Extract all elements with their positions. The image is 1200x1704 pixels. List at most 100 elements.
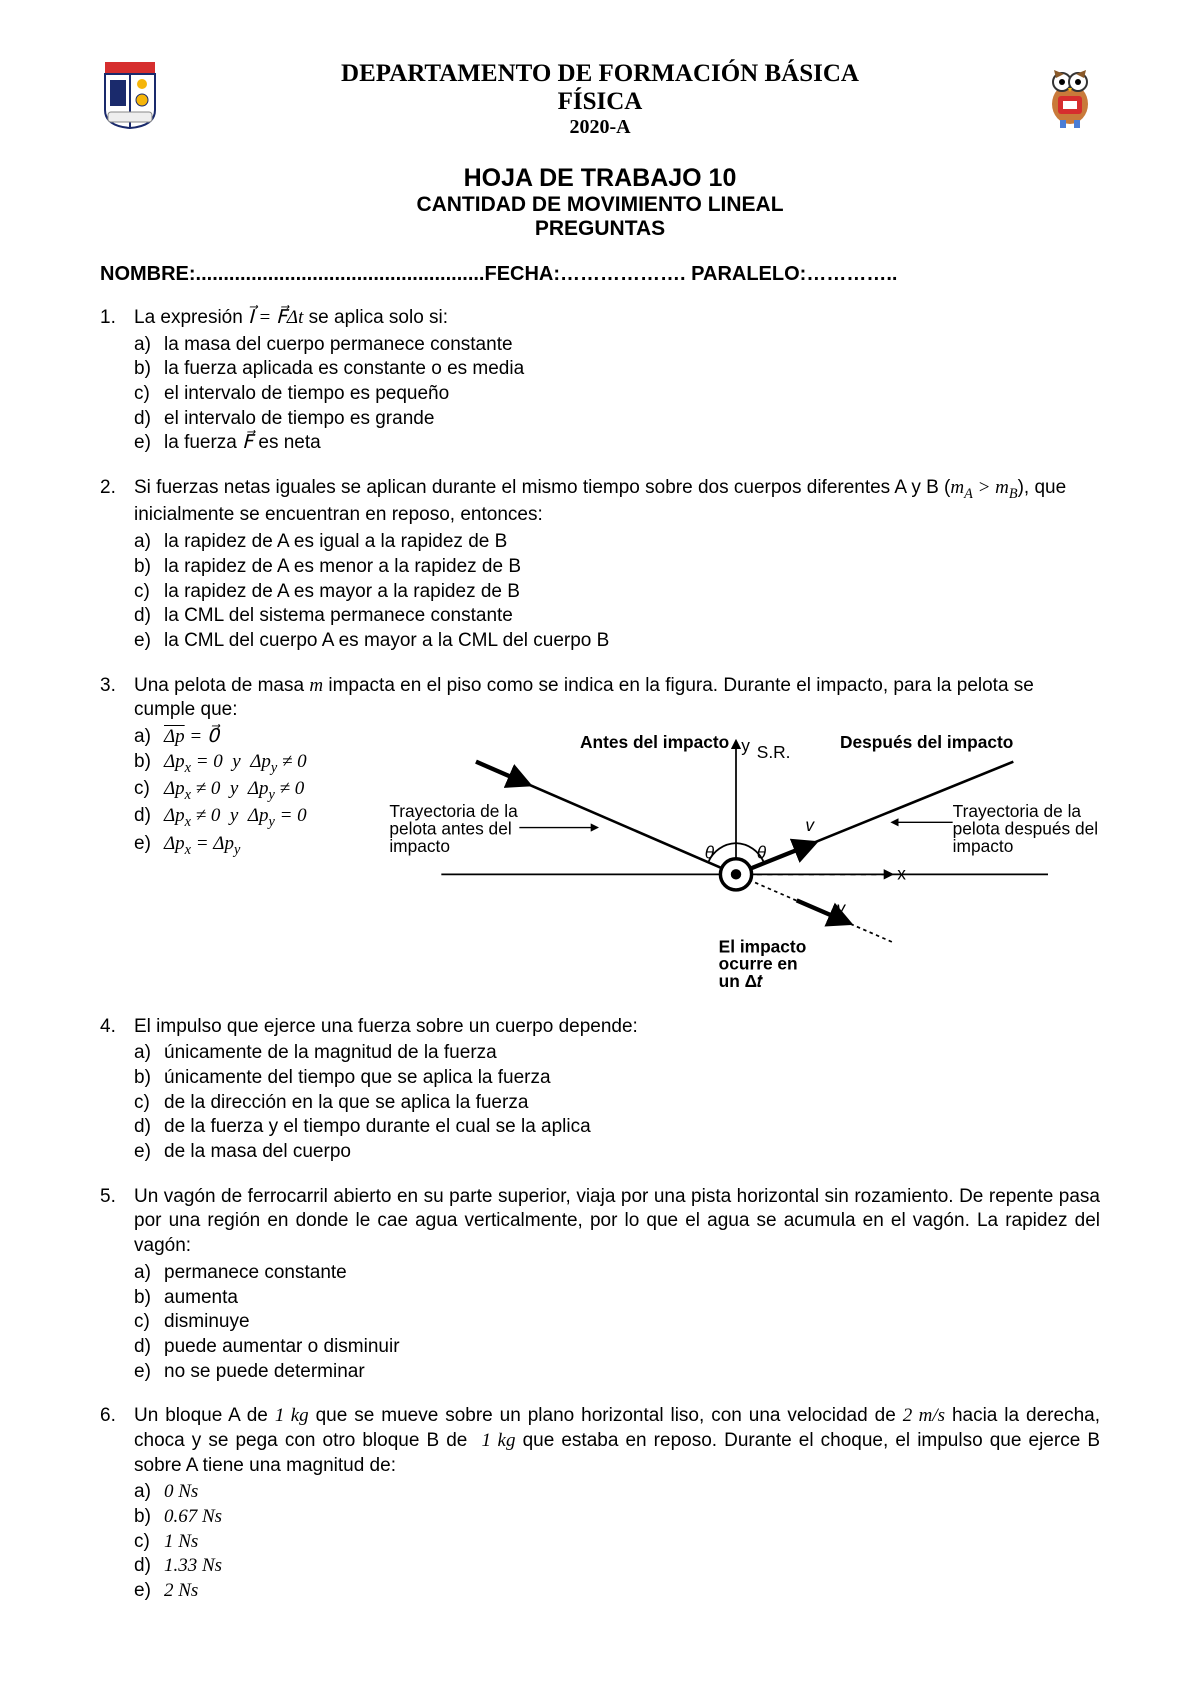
worksheet-title-block: HOJA DE TRABAJO 10 CANTIDAD DE MOVIMIENT… <box>100 164 1100 241</box>
question-number: 1. <box>100 306 134 456</box>
option-letter: e) <box>134 832 164 859</box>
option-text: aumenta <box>164 1286 238 1311</box>
questions-list: 1. La expresión I⃗ = F⃗Δt se aplica solo… <box>100 306 1100 1604</box>
question-5: 5. Un vagón de ferrocarril abierto en su… <box>100 1185 1100 1385</box>
before-label: Antes del impacto <box>580 732 729 752</box>
option-letter: d) <box>134 1335 164 1360</box>
option-letter: c) <box>134 777 164 804</box>
option-letter: b) <box>134 750 164 777</box>
option-letter: e) <box>134 431 164 456</box>
worksheet-subtitle: CANTIDAD DE MOVIMIENTO LINEAL <box>100 193 1100 217</box>
option-text: la CML del cuerpo A es mayor a la CML de… <box>164 629 609 654</box>
question-stem: Un bloque A de 1 kg que se mueve sobre u… <box>134 1404 1100 1478</box>
option-text: 1 Ns <box>164 1530 198 1555</box>
question-4: 4. El impulso que ejerce una fuerza sobr… <box>100 1015 1100 1165</box>
option-letter: e) <box>134 1579 164 1604</box>
option-letter: b) <box>134 1286 164 1311</box>
option-text: el intervalo de tiempo es grande <box>164 407 434 432</box>
question-stem: El impulso que ejerce una fuerza sobre u… <box>134 1015 1100 1040</box>
term-title: 2020-A <box>160 116 1040 139</box>
option-letter: e) <box>134 1140 164 1165</box>
option-text: únicamente del tiempo que se aplica la f… <box>164 1066 551 1091</box>
option-text: únicamente de la magnitud de la fuerza <box>164 1041 497 1066</box>
option-letter: a) <box>134 530 164 555</box>
option-letter: a) <box>134 1480 164 1505</box>
option-text: la fuerza F⃗ es neta <box>164 431 321 456</box>
name-date-row: NOMBRE:.................................… <box>100 263 1100 286</box>
impact-note: El impacto ocurre en un Δ𝑡 <box>719 936 811 987</box>
traj-after-label: Trayectoria de la pelota después del imp… <box>953 801 1100 856</box>
option-text: de la masa del cuerpo <box>164 1140 351 1165</box>
option-letter: d) <box>134 804 164 831</box>
impact-figure: y x S.R. <box>372 723 1100 995</box>
option-letter: b) <box>134 1066 164 1091</box>
question-number: 2. <box>100 476 134 653</box>
question-stem: Un vagón de ferrocarril abierto en su pa… <box>134 1185 1100 1259</box>
worksheet-section: PREGUNTAS <box>100 217 1100 241</box>
option-text: Δpx = Δpy <box>164 832 240 859</box>
subject-title: FÍSICA <box>160 88 1040 116</box>
option-text: la CML del sistema permanece constante <box>164 604 513 629</box>
theta-right: θ <box>757 843 767 863</box>
option-text: Δpx ≠ 0 y Δpy = 0 <box>164 804 307 831</box>
department-title: DEPARTAMENTO DE FORMACIÓN BÁSICA <box>160 60 1040 88</box>
question-stem: Una pelota de masa m impacta en el piso … <box>134 674 1100 723</box>
sr-label: S.R. <box>757 742 791 762</box>
option-text: 2 Ns <box>164 1579 198 1604</box>
traj-before-label: Trayectoria de la pelota antes del impac… <box>389 801 522 856</box>
option-text: de la fuerza y el tiempo durante el cual… <box>164 1115 591 1140</box>
option-letter: a) <box>134 1041 164 1066</box>
option-text: 0 Ns <box>164 1480 198 1505</box>
option-text: permanece constante <box>164 1261 347 1286</box>
option-letter: a) <box>134 1261 164 1286</box>
logo-left-icon <box>100 60 160 130</box>
after-label: Después del impacto <box>840 732 1013 752</box>
option-letter: b) <box>134 357 164 382</box>
option-text: disminuye <box>164 1310 250 1335</box>
option-text: la masa del cuerpo permanece constante <box>164 333 513 358</box>
option-text: el intervalo de tiempo es pequeño <box>164 382 449 407</box>
option-text: la rapidez de A es mayor a la rapidez de… <box>164 580 520 605</box>
option-text: Δpx = 0 y Δpy ≠ 0 <box>164 750 307 777</box>
option-letter: d) <box>134 1115 164 1140</box>
question-stem: La expresión I⃗ = F⃗Δt se aplica solo si… <box>134 306 1100 331</box>
question-3: 3. Una pelota de masa m impacta en el pi… <box>100 674 1100 995</box>
option-letter: c) <box>134 382 164 407</box>
option-letter: c) <box>134 1530 164 1555</box>
option-text: la rapidez de A es igual a la rapidez de… <box>164 530 507 555</box>
question-stem: Si fuerzas netas iguales se aplican dura… <box>134 476 1100 528</box>
option-letter: a) <box>134 333 164 358</box>
option-letter: d) <box>134 1554 164 1579</box>
option-letter: d) <box>134 407 164 432</box>
worksheet-title: HOJA DE TRABAJO 10 <box>100 164 1100 193</box>
option-text: Δpx ≠ 0 y Δpy ≠ 0 <box>164 777 304 804</box>
option-letter: b) <box>134 1505 164 1530</box>
header-titles: DEPARTAMENTO DE FORMACIÓN BÁSICA FÍSICA … <box>160 60 1040 139</box>
option-text: 1.33 Ns <box>164 1554 222 1579</box>
logo-right-icon <box>1040 60 1100 130</box>
question-number: 3. <box>100 674 134 995</box>
option-text: Δp = 0⃗ <box>164 725 219 750</box>
option-letter: a) <box>134 725 164 750</box>
question-1: 1. La expresión I⃗ = F⃗Δt se aplica solo… <box>100 306 1100 456</box>
v-out: v <box>805 815 815 835</box>
option-letter: d) <box>134 604 164 629</box>
question-6: 6. Un bloque A de 1 kg que se mueve sobr… <box>100 1404 1100 1604</box>
option-letter: c) <box>134 1310 164 1335</box>
theta-left: θ <box>705 843 715 863</box>
option-text: de la dirección en la que se aplica la f… <box>164 1091 528 1116</box>
axis-y-label: y <box>741 735 750 755</box>
option-letter: c) <box>134 1091 164 1116</box>
option-text: puede aumentar o disminuir <box>164 1335 400 1360</box>
option-text: la rapidez de A es menor a la rapidez de… <box>164 555 521 580</box>
option-letter: b) <box>134 555 164 580</box>
page-header: DEPARTAMENTO DE FORMACIÓN BÁSICA FÍSICA … <box>100 60 1100 139</box>
question-number: 5. <box>100 1185 134 1385</box>
question-number: 4. <box>100 1015 134 1165</box>
option-text: no se puede determinar <box>164 1360 365 1385</box>
v-reflected: v <box>837 898 847 918</box>
question-number: 6. <box>100 1404 134 1604</box>
option-letter: e) <box>134 629 164 654</box>
question-2: 2. Si fuerzas netas iguales se aplican d… <box>100 476 1100 653</box>
option-letter: c) <box>134 580 164 605</box>
